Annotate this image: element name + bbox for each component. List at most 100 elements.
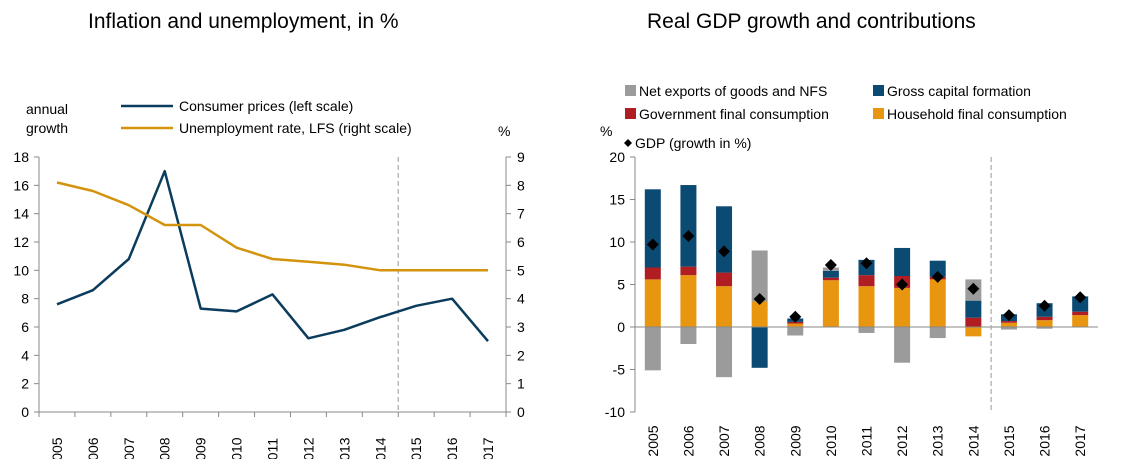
bar-0-2006: [680, 275, 697, 327]
gdp-marker: [718, 245, 731, 258]
x-tick-label: 2016: [1037, 425, 1053, 456]
bar-2-2013: [929, 260, 946, 277]
legend-label-2: Gross capital formation: [887, 83, 1031, 99]
y-tick-label-right: 3: [517, 319, 525, 335]
legend-label-gdp: GDP (growth in %): [635, 135, 751, 151]
bar-0-2007: [716, 286, 733, 327]
x-tick-label: 2015: [408, 437, 424, 459]
legend-swatch-gdp: [624, 139, 632, 147]
bar-1-2014: [965, 317, 982, 327]
right-chart-title: Real GDP growth and contributions: [647, 10, 976, 33]
y-tick-label: 15: [609, 192, 625, 208]
y-tick-label-left: 2: [21, 376, 29, 392]
y-tick-label-right: 5: [517, 262, 525, 278]
bar-3-2016: [1036, 327, 1053, 329]
y-tick-label-right: 8: [517, 177, 525, 193]
x-tick-label: 2011: [265, 438, 281, 459]
y-tick-label-left: 16: [13, 177, 29, 193]
x-tick-label: 2016: [444, 437, 460, 459]
series-line-0: [56, 169, 489, 343]
y-tick-label-right: 6: [517, 234, 525, 250]
bar-1-2015: [1000, 321, 1017, 323]
gdp-contributions-chart: -10 -5 0 5 10 15 20% 2005 2006 2007 2008 2009 2010 20…: [600, 83, 1098, 457]
bar-0-2008: [751, 301, 768, 327]
bar-2-2008: [751, 327, 768, 368]
gdp-marker: [646, 238, 659, 251]
bar-0-2013: [929, 279, 946, 327]
legend-swatch-0: [873, 108, 884, 119]
x-tick-label: 2006: [85, 437, 101, 459]
y-tick-label-left: 6: [21, 319, 29, 335]
y-tick-label-left: 8: [21, 291, 29, 307]
bar-0-2009: [787, 323, 804, 327]
x-tick-label: 2008: [157, 437, 173, 459]
y-tick-label-right: 9: [517, 149, 525, 165]
y-tick-label-right: 0: [517, 404, 525, 420]
x-tick-label: 2007: [121, 437, 137, 459]
x-tick-label: 2008: [752, 425, 768, 456]
x-tick-label: 2014: [372, 437, 388, 459]
bar-1-2017: [1072, 311, 1089, 316]
bar-1-2007: [716, 272, 733, 287]
bar-0-2005: [644, 279, 661, 327]
x-tick-label: 2010: [823, 425, 839, 456]
x-tick-label: 2013: [336, 437, 352, 459]
y-tick-label-left: 12: [13, 234, 29, 250]
y-tick-label: 20: [609, 149, 625, 165]
y-left-axis-label: annual: [26, 101, 68, 117]
bar-3-2005: [644, 327, 661, 371]
x-tick-label: 2017: [1072, 425, 1088, 456]
gdp-marker: [789, 310, 802, 323]
bar-2-2010: [822, 270, 839, 278]
bar-0-2012: [894, 287, 911, 327]
bar-1-2011: [858, 275, 875, 287]
legend-label-0: Household final consumption: [887, 106, 1067, 122]
y-tick-label-left: 4: [21, 347, 29, 363]
x-tick-label: 2010: [229, 437, 245, 459]
gdp-marker: [1002, 309, 1015, 322]
bar-3-2015: [1000, 327, 1017, 330]
y-tick-label: 10: [609, 234, 625, 250]
x-tick-label: 2013: [930, 425, 946, 456]
y-tick-label-left: 14: [13, 206, 29, 222]
gdp-marker: [682, 230, 695, 243]
gdp-marker: [1074, 291, 1087, 304]
legend-label-1: Government final consumption: [639, 106, 829, 122]
x-tick-label: 2012: [300, 437, 316, 459]
bar-0-2010: [822, 280, 839, 327]
y-tick-label-left: 0: [21, 404, 29, 420]
x-tick-label: 2015: [1001, 425, 1017, 456]
bar-2-2014: [965, 300, 982, 318]
bar-3-2012: [894, 327, 911, 363]
y-tick-label-right: 7: [517, 206, 525, 222]
y-tick-label-right: 1: [517, 376, 525, 392]
bar-1-2016: [1036, 316, 1053, 321]
x-tick-label: 2011: [859, 426, 875, 456]
legend-swatch-3: [625, 85, 636, 96]
bar-3-2013: [929, 327, 946, 339]
y-tick-label: -5: [613, 362, 626, 378]
gdp-marker: [1038, 299, 1051, 312]
bar-3-2008: [751, 250, 768, 302]
bar-0-2017: [1072, 315, 1089, 327]
bar-2-2012: [894, 247, 911, 276]
bar-3-2007: [716, 327, 733, 378]
bar-2-2005: [644, 189, 661, 268]
y-tick-label-left: 10: [13, 262, 29, 278]
gdp-marker: [860, 257, 873, 270]
left-chart-title: Inflation and unemployment, in %: [88, 10, 399, 33]
y-right-axis-label: %: [498, 123, 510, 139]
gdp-marker: [967, 282, 980, 295]
y-tick-label: 0: [617, 319, 625, 335]
bar-2-2006: [680, 185, 697, 267]
x-tick-label: 2005: [645, 425, 661, 456]
bar-2-2017: [1072, 296, 1089, 312]
bar-3-2006: [680, 327, 697, 344]
bar-0-2016: [1036, 320, 1053, 327]
x-tick-label: 2012: [894, 425, 910, 456]
legend-swatch-1: [625, 108, 636, 119]
x-tick-label: 2014: [965, 425, 981, 456]
x-tick-label: 2005: [49, 437, 65, 459]
y-tick-label-right: 2: [517, 347, 525, 363]
